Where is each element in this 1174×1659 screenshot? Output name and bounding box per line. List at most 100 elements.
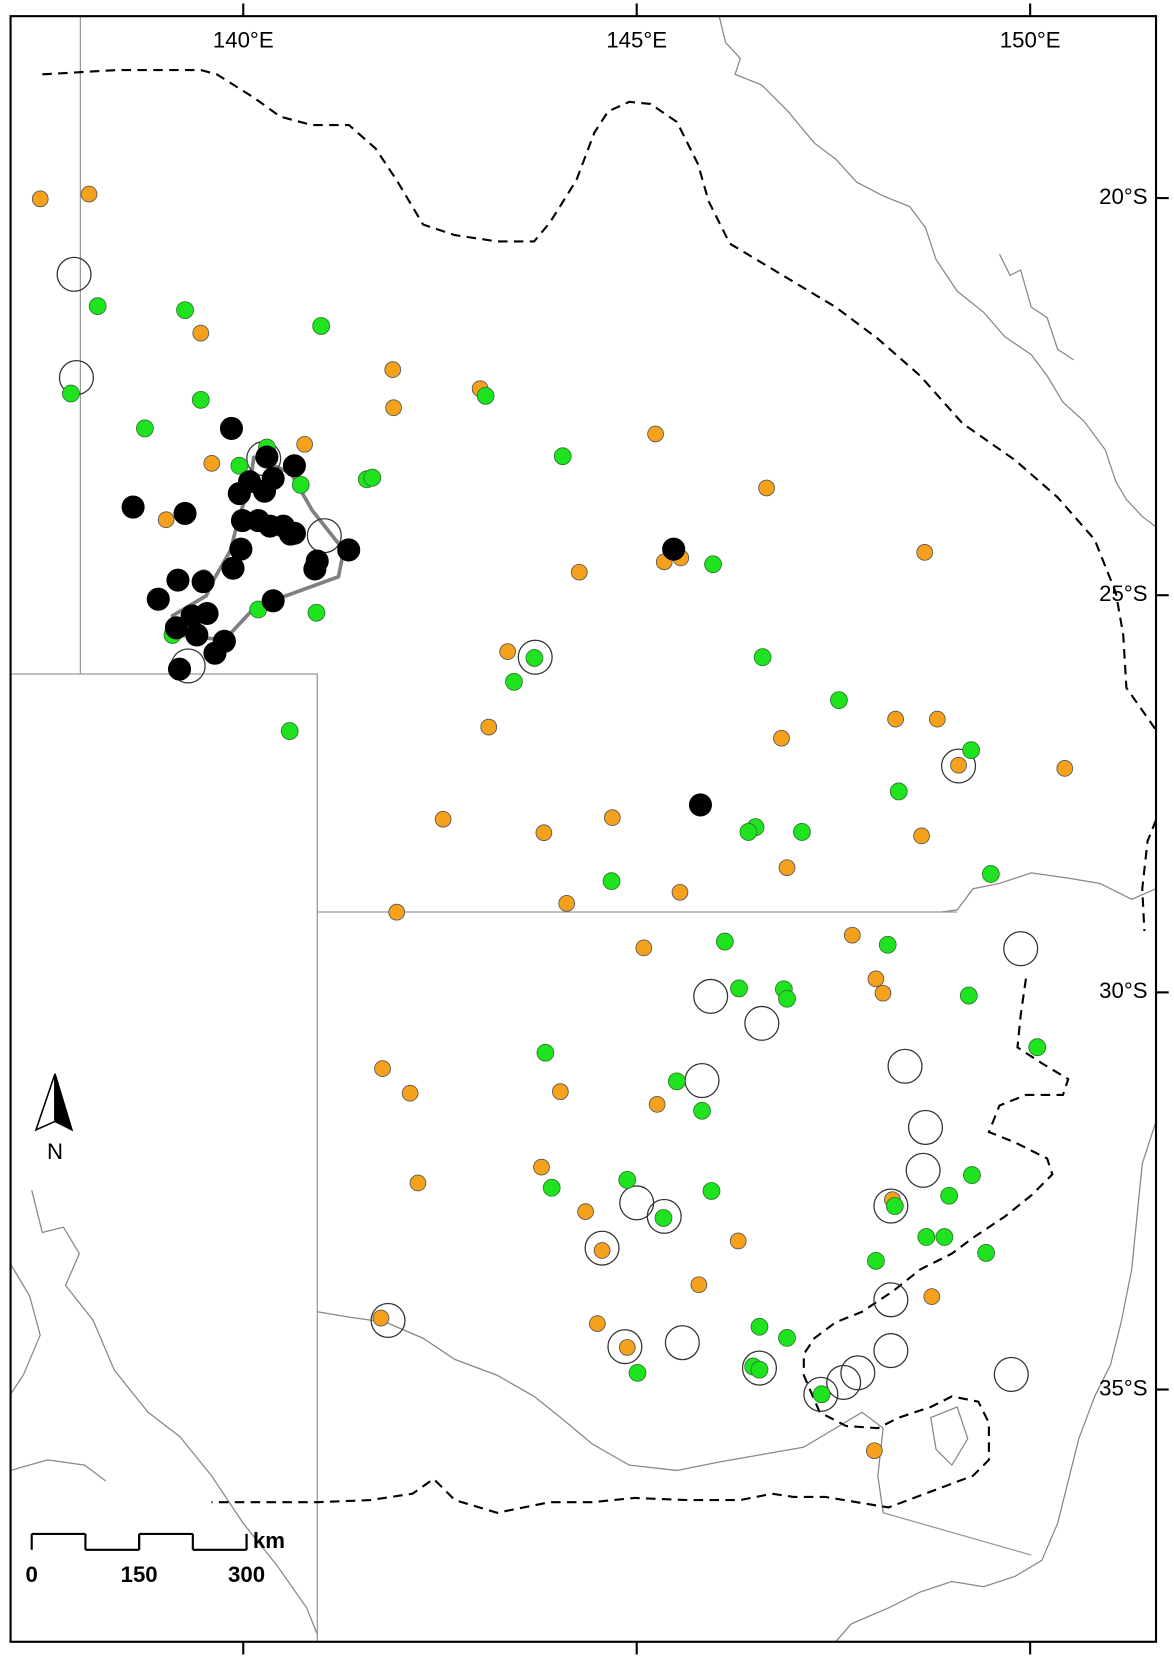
black-point xyxy=(219,416,243,440)
black-point xyxy=(164,616,188,640)
green-point xyxy=(962,741,981,760)
green-point xyxy=(793,823,811,841)
open-point xyxy=(873,1188,909,1224)
orange-point xyxy=(203,455,221,472)
orange-point xyxy=(593,1242,611,1259)
open-point xyxy=(907,1109,944,1145)
lat-tick-label: 20°S xyxy=(1099,184,1147,209)
green-point xyxy=(750,1360,769,1379)
black-point xyxy=(173,501,197,525)
green-point xyxy=(505,672,523,691)
green-point xyxy=(812,1385,831,1404)
lat-tick-label: 25°S xyxy=(1099,581,1147,606)
green-point xyxy=(981,865,1000,883)
orange-point xyxy=(409,1174,427,1192)
open-point xyxy=(584,1230,620,1266)
open-point xyxy=(664,1325,700,1361)
scale-bar: 0 150 300 km xyxy=(26,1528,285,1587)
points xyxy=(31,185,1074,1460)
black-point xyxy=(688,793,712,817)
state-border xyxy=(882,1512,1032,1556)
green-point xyxy=(176,301,194,319)
green-point xyxy=(191,390,210,409)
orange-point xyxy=(31,190,49,208)
green-point xyxy=(977,1244,995,1262)
orange-point xyxy=(80,185,98,203)
green-point xyxy=(730,979,748,998)
open-point xyxy=(693,978,729,1014)
lon-tick-label: 150°E xyxy=(1000,27,1061,52)
open-point xyxy=(840,1355,876,1391)
scale-label: 150 xyxy=(121,1562,158,1587)
green-point xyxy=(778,989,796,1008)
open-point xyxy=(826,1364,862,1400)
open-point xyxy=(905,1152,941,1188)
open-point xyxy=(803,1376,839,1412)
coastline xyxy=(31,1190,318,1635)
state-border xyxy=(10,16,958,1642)
lon-tick-label: 145°E xyxy=(606,27,667,52)
orange-point xyxy=(778,859,796,877)
coastline xyxy=(941,872,1157,913)
orange-point xyxy=(773,729,790,747)
orange-point xyxy=(374,1060,391,1077)
orange-point xyxy=(671,883,689,901)
range-boundary xyxy=(211,978,1070,1514)
orange-point xyxy=(843,926,861,944)
north-label: N xyxy=(47,1139,63,1164)
green-point xyxy=(536,1043,555,1062)
black-point xyxy=(191,570,215,594)
open-point xyxy=(873,1333,909,1369)
orange-point xyxy=(1056,760,1074,777)
green-point xyxy=(917,1228,936,1246)
green-point xyxy=(628,1363,647,1382)
green-point xyxy=(885,1197,904,1215)
orange-point xyxy=(916,543,934,561)
black-point xyxy=(255,445,279,469)
orange-point xyxy=(552,1083,569,1101)
green-point xyxy=(280,722,299,740)
black-point xyxy=(261,589,285,613)
orange-point xyxy=(533,1158,550,1176)
black-point xyxy=(278,522,303,546)
green-point xyxy=(830,691,848,709)
orange-point xyxy=(157,511,175,529)
green-point xyxy=(542,1178,561,1197)
black-point xyxy=(662,537,686,561)
orange-point xyxy=(603,809,621,826)
green-point xyxy=(940,1186,958,1205)
open-point xyxy=(646,1198,682,1234)
coastline xyxy=(718,16,1157,528)
orange-point xyxy=(648,1096,666,1113)
green-point xyxy=(702,1182,721,1200)
open-point xyxy=(993,1356,1029,1392)
orange-point xyxy=(372,1309,390,1327)
orange-point xyxy=(192,324,210,342)
orange-point xyxy=(923,1288,941,1305)
green-point xyxy=(778,1329,796,1347)
axes: 140°E 145°E 150°E 20°S 25°S 30°S 35°S xyxy=(9,3,1169,1655)
green-point xyxy=(553,447,572,466)
green-point xyxy=(312,317,331,335)
green-point xyxy=(525,649,544,667)
orange-point xyxy=(589,1315,606,1332)
black-point xyxy=(146,587,170,611)
orange-point xyxy=(558,895,576,912)
scale-unit: km xyxy=(253,1528,285,1553)
orange-point xyxy=(758,479,775,497)
green-point xyxy=(363,468,382,487)
open-point xyxy=(744,1005,780,1041)
open-point xyxy=(741,1350,778,1386)
orange-point xyxy=(535,824,553,842)
coastline xyxy=(930,1406,969,1467)
open-point xyxy=(940,748,977,784)
green-point xyxy=(307,603,326,622)
open-point xyxy=(517,639,553,675)
green-point xyxy=(476,386,495,405)
black-point xyxy=(238,470,262,494)
lat-tick-label: 30°S xyxy=(1099,978,1147,1003)
green-point xyxy=(959,986,978,1005)
orange-point xyxy=(480,718,498,736)
black-point xyxy=(282,454,306,478)
